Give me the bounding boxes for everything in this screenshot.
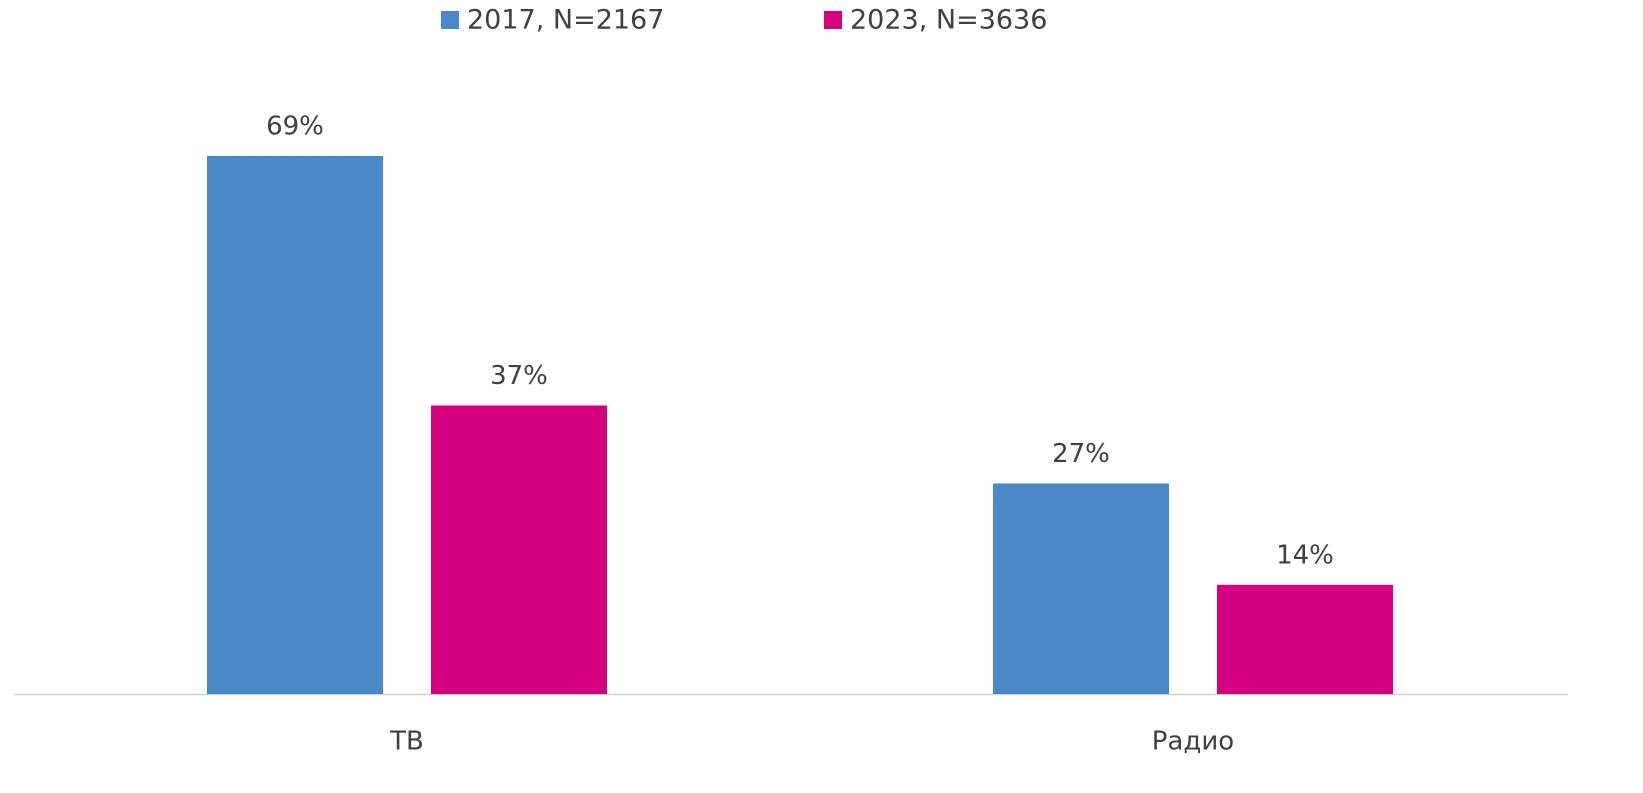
- bar: [431, 405, 607, 694]
- legend-label: 2017, N=2167: [467, 5, 664, 36]
- bar: [207, 156, 383, 694]
- data-label: 27%: [1052, 439, 1110, 469]
- x-tick-label: Радио: [1152, 727, 1234, 757]
- data-label: 69%: [266, 112, 324, 142]
- x-tick-label: ТВ: [389, 727, 424, 757]
- legend-label: 2023, N=3636: [850, 5, 1047, 36]
- legend-swatch: [824, 11, 842, 29]
- legend-swatch: [441, 11, 459, 29]
- bar: [1217, 584, 1393, 694]
- data-label: 37%: [490, 361, 548, 391]
- data-label: 14%: [1276, 540, 1334, 570]
- bar: [993, 483, 1169, 694]
